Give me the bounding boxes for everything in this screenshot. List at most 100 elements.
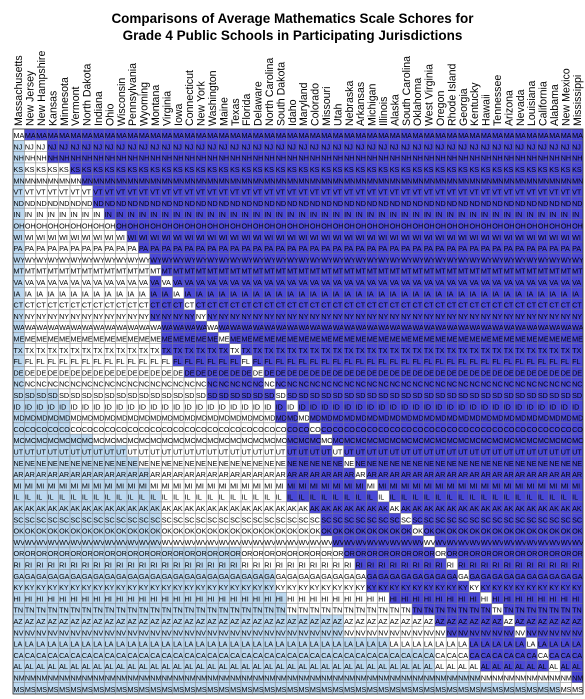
matrix-cell-code: HI [321, 594, 328, 603]
column-label: South Carolina [401, 56, 413, 126]
matrix-cell-code: KY [93, 583, 103, 592]
matrix-cell-code: OR [242, 549, 253, 558]
matrix-cell-code: TX [230, 346, 239, 355]
matrix-cell-code: NM [561, 674, 572, 683]
matrix-cell-code: ME [116, 335, 127, 344]
matrix-cell-code: ID [207, 402, 214, 411]
matrix-cell-higher [241, 264, 253, 276]
matrix-cell-code: MD [413, 414, 424, 423]
matrix-cell-code: PA [561, 244, 570, 253]
matrix-cell-code: NV [561, 628, 571, 637]
matrix-cell-code: NH [25, 154, 35, 163]
matrix-cell-code: UT [538, 448, 548, 457]
matrix-cell-code: NM [59, 674, 70, 683]
matrix-cell-higher [81, 174, 93, 186]
matrix-cell-code: MT [287, 267, 298, 276]
matrix-cell-higher [469, 185, 481, 197]
matrix-cell-not-significant [58, 264, 70, 276]
matrix-cell-code: NM [492, 674, 503, 683]
matrix-cell-code: UT [14, 448, 24, 457]
matrix-cell-code: SC [128, 515, 138, 524]
matrix-cell-code: WY [264, 255, 276, 264]
matrix-cell-code: FL [378, 357, 386, 366]
column-label: Oklahoma [412, 78, 424, 126]
matrix-cell-code: IN [242, 210, 249, 219]
matrix-cell-code: MI [173, 481, 181, 490]
matrix-cell-code: OH [447, 222, 458, 231]
matrix-cell-code: NH [128, 154, 138, 163]
matrix-cell-higher [423, 219, 435, 231]
matrix-cell-higher [320, 140, 333, 152]
matrix-cell-not-significant [47, 275, 59, 288]
matrix-cell-higher [252, 162, 264, 175]
matrix-cell-code: DE [139, 368, 149, 377]
matrix-cell-code: WV [82, 538, 94, 547]
matrix-cell-code: OR [504, 549, 515, 558]
matrix-cell-code: MT [162, 267, 173, 276]
matrix-cell-higher [332, 162, 344, 175]
matrix-cell-code: IL [264, 493, 270, 502]
matrix-cell-code: CO [287, 425, 298, 434]
matrix-cell-code: AR [470, 470, 480, 479]
matrix-cell-code: IL [219, 493, 225, 502]
matrix-cell-code: AR [447, 470, 457, 479]
matrix-cell-code: NJ [253, 142, 262, 151]
matrix-cell-code: TX [413, 346, 422, 355]
matrix-cell-code: ND [253, 199, 263, 208]
matrix-cell-code: MO [549, 436, 561, 445]
matrix-cell-code: UT [572, 448, 582, 457]
matrix-cell-not-significant [58, 162, 70, 175]
matrix-cell-code: NJ [93, 142, 102, 151]
matrix-cell-code: WA [128, 323, 140, 332]
matrix-cell-higher [446, 230, 458, 242]
matrix-cell-code: RI [424, 561, 431, 570]
matrix-cell-code: AR [504, 470, 514, 479]
matrix-cell-code: SC [435, 515, 445, 524]
matrix-cell-code: MI [253, 481, 261, 490]
matrix-cell-code: HI [128, 594, 135, 603]
matrix-cell-not-significant [70, 230, 82, 242]
matrix-cell-code: GA [93, 572, 104, 581]
matrix-cell-code: NC [549, 380, 559, 389]
matrix-cell-code: MI [333, 481, 341, 490]
matrix-cell-higher [457, 196, 469, 209]
matrix-cell-code: CT [264, 301, 274, 310]
matrix-cell-code: NM [424, 674, 435, 683]
matrix-cell-higher [172, 140, 184, 152]
matrix-cell-code: MN [264, 176, 275, 185]
matrix-cell-higher [320, 208, 333, 220]
matrix-cell-code: NY [504, 312, 514, 321]
matrix-cell-higher [355, 264, 367, 276]
matrix-cell-code: MO [230, 436, 242, 445]
matrix-cell-not-significant [47, 264, 59, 276]
matrix-cell-code: NM [219, 674, 230, 683]
matrix-cell-code: TX [378, 346, 387, 355]
matrix-cell-higher [320, 162, 333, 175]
matrix-cell-code: CO [128, 425, 139, 434]
matrix-cell-code: AR [230, 470, 240, 479]
matrix-cell-code: NM [82, 674, 93, 683]
matrix-cell-code: CA [356, 651, 366, 660]
matrix-cell-code: KS [481, 165, 491, 174]
matrix-cell-code: NH [572, 154, 582, 163]
matrix-cell-code: AL [14, 662, 23, 671]
matrix-cell-code: WI [527, 233, 536, 242]
matrix-cell-code: WI [150, 233, 159, 242]
matrix-cell-code: IL [93, 493, 99, 502]
matrix-cell-code: AK [242, 504, 252, 513]
matrix-cell-code: NM [310, 674, 321, 683]
matrix-cell-code: MT [185, 267, 196, 276]
column-label: Nebraska [344, 81, 356, 126]
matrix-cell-higher [115, 129, 127, 141]
matrix-cell-higher [92, 129, 105, 141]
matrix-cell-code: OR [333, 549, 344, 558]
matrix-cell-code: SD [401, 391, 411, 400]
matrix-cell-higher [252, 230, 264, 242]
matrix-cell-higher [457, 208, 469, 220]
matrix-cell-code: NH [378, 154, 388, 163]
matrix-cell-code: OH [492, 222, 503, 231]
matrix-cell-code: TX [299, 346, 308, 355]
matrix-cell-higher [343, 174, 355, 186]
matrix-cell-code: MD [356, 414, 367, 423]
matrix-cell-code: TN [321, 606, 331, 615]
